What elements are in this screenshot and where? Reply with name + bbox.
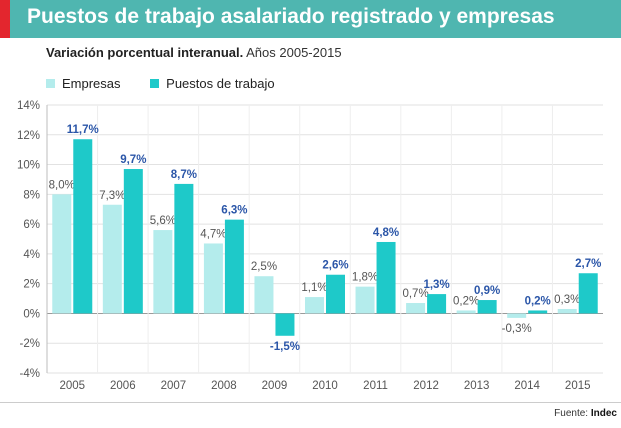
bar-puestos-2014	[528, 310, 548, 314]
data-label-puestos-2007: 8,7%	[171, 169, 197, 181]
title-accent	[0, 0, 10, 38]
bar-empresas-2005	[52, 194, 72, 314]
bar-empresas-2008	[203, 243, 223, 314]
chart-subtitle: Variación porcentual interanual. Años 20…	[46, 45, 342, 60]
x-tick-label: 2011	[363, 380, 388, 392]
y-tick-label: 8%	[23, 189, 40, 201]
x-tick-label: 2005	[59, 380, 85, 392]
bar-puestos-2009	[275, 313, 295, 336]
legend-item-empresas: Empresas	[46, 76, 121, 91]
data-label-puestos-2011: 4,8%	[373, 227, 399, 239]
bar-chart: 14% 12% 10% 8% 6% 4% 2% 0% -2% -4% 8,0% 11,7% 2005 7,…	[17, 100, 603, 392]
data-label-empresas-2006: 7,3%	[99, 190, 125, 202]
bar-puestos-2011	[376, 241, 396, 314]
y-tick-label: 6%	[23, 219, 40, 231]
y-tick-label: -2%	[20, 338, 40, 350]
y-tick-label: 4%	[23, 249, 40, 261]
y-tick-label: 0%	[23, 308, 40, 320]
data-label-empresas-2005: 8,0%	[49, 179, 75, 191]
x-tick-label: 2013	[464, 380, 490, 392]
x-tick-label: 2015	[565, 380, 591, 392]
bar-puestos-2005	[73, 139, 93, 314]
bar-empresas-2007	[153, 230, 173, 314]
data-label-puestos-2012: 1,3%	[423, 279, 449, 291]
y-tick-label: 14%	[17, 100, 40, 112]
data-label-puestos-2013: 0,9%	[474, 285, 500, 297]
x-tick-label: 2010	[312, 380, 338, 392]
source-note: Fuente: Indec	[554, 408, 617, 419]
title-bar: Puestos de trabajo asalariado registrado…	[0, 0, 621, 38]
data-label-empresas-2009: 2,5%	[251, 261, 277, 273]
data-label-puestos-2005: 11,7%	[67, 124, 99, 136]
y-tick-label: 10%	[17, 160, 40, 172]
bar-empresas-2006	[102, 204, 122, 314]
x-tick-label: 2008	[211, 380, 237, 392]
bar-empresas-2009	[254, 276, 274, 314]
bar-puestos-2015	[578, 273, 598, 314]
data-label-empresas-2008: 4,7%	[200, 228, 226, 240]
data-label-puestos-2006: 9,7%	[120, 154, 146, 166]
data-label-puestos-2014: 0,2%	[525, 295, 551, 307]
legend: Empresas Puestos de trabajo	[46, 76, 301, 91]
legend-label-puestos: Puestos de trabajo	[166, 76, 275, 91]
bar-empresas-2010	[305, 297, 324, 314]
y-tick-label: -4%	[20, 368, 40, 380]
x-tick-label: 2012	[413, 380, 439, 392]
x-tick-label: 2006	[110, 380, 136, 392]
subtitle-normal: Años 2005-2015	[246, 45, 342, 60]
bar-puestos-2013	[477, 300, 497, 314]
bar-puestos-2010	[326, 274, 345, 314]
bar-empresas-2013	[456, 310, 476, 314]
legend-swatch-empresas	[46, 79, 55, 88]
x-tick-label: 2007	[161, 380, 187, 392]
x-tick-label: 2014	[514, 380, 540, 392]
data-label-empresas-2013: 0,2%	[453, 295, 479, 307]
data-label-empresas-2015: 0,3%	[554, 294, 580, 306]
bar-empresas-2012	[406, 303, 426, 314]
data-label-empresas-2014: -0,3%	[502, 323, 532, 335]
data-label-puestos-2015: 2,7%	[575, 258, 601, 270]
bar-empresas-2015	[557, 308, 577, 314]
bar-puestos-2008	[224, 219, 244, 314]
data-label-puestos-2009: -1,5%	[270, 341, 300, 353]
bar-empresas-2011	[355, 286, 375, 314]
legend-item-puestos: Puestos de trabajo	[150, 76, 275, 91]
y-tick-label: 12%	[17, 130, 40, 142]
source-divider	[0, 402, 621, 403]
legend-swatch-puestos	[150, 79, 160, 88]
bar-puestos-2007	[174, 183, 194, 314]
data-label-puestos-2008: 6,3%	[221, 205, 247, 217]
y-tick-label: 2%	[23, 279, 40, 291]
x-tick-label: 2009	[262, 380, 288, 392]
data-label-empresas-2007: 5,6%	[150, 215, 176, 227]
chart-title: Puestos de trabajo asalariado registrado…	[27, 5, 555, 28]
bar-puestos-2012	[427, 294, 447, 314]
source-label: Fuente:	[554, 408, 589, 419]
bar-puestos-2006	[123, 169, 143, 314]
bar-empresas-2014	[507, 313, 527, 318]
data-label-empresas-2011: 1,8%	[352, 272, 378, 284]
source-name: Indec	[590, 408, 617, 419]
data-label-empresas-2012: 0,7%	[402, 288, 428, 300]
data-label-empresas-2010: 1,1%	[301, 282, 327, 294]
legend-label-empresas: Empresas	[62, 76, 121, 91]
subtitle-bold: Variación porcentual interanual.	[46, 45, 244, 60]
data-label-puestos-2010: 2,6%	[322, 260, 348, 272]
